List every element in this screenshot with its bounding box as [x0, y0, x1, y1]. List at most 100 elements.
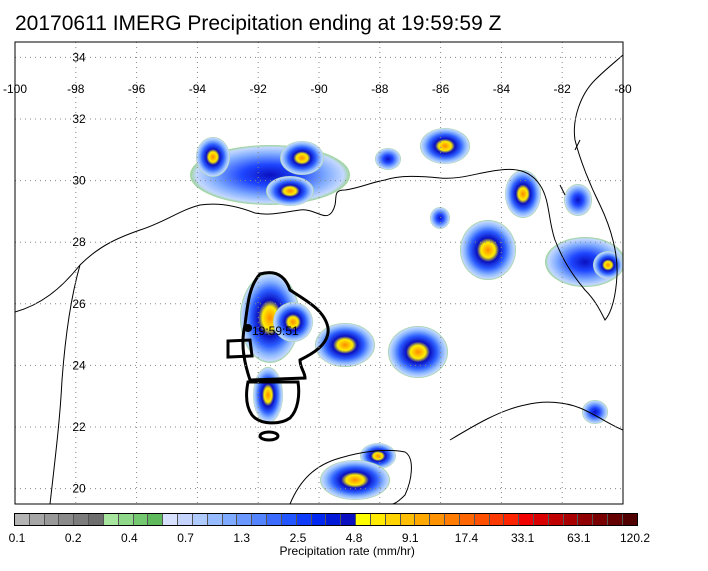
storm-time-label: 19:59:51	[252, 324, 299, 338]
coastline	[15, 54, 623, 504]
colorbar-tick-label: 2.5	[289, 531, 307, 545]
colorbar-swatch	[563, 514, 579, 525]
precip-cell	[280, 141, 324, 175]
colorbar-tick-label: 0.4	[121, 531, 138, 545]
colorbar-swatch	[415, 514, 431, 525]
colorbar-swatch	[74, 514, 90, 525]
colorbar-swatch	[222, 514, 238, 525]
precip-cell	[253, 367, 283, 423]
precip-cell	[266, 176, 314, 206]
colorbar-swatch	[578, 514, 594, 525]
precip-cell	[320, 460, 390, 500]
precip-cell	[375, 148, 401, 170]
storm-position-marker	[244, 324, 252, 332]
lat-tick-label: 22	[72, 420, 86, 434]
lon-tick-label: -88	[371, 82, 389, 96]
colorbar-swatch	[593, 514, 609, 525]
precip-cell	[388, 326, 448, 378]
lat-tick-label: 28	[72, 235, 86, 249]
colorbar-tick-label: 0.7	[177, 531, 194, 545]
map-content: 19:59:51	[15, 42, 623, 504]
colorbar-swatch	[207, 514, 223, 525]
lon-tick-label: -90	[310, 82, 328, 96]
colorbar-swatch	[15, 514, 30, 525]
colorbar-swatch	[504, 514, 520, 525]
precip-cell	[564, 184, 592, 216]
colorbar-swatch	[370, 514, 386, 525]
colorbar-swatch	[133, 514, 149, 525]
colorbar-tick-label: 33.1	[510, 531, 535, 545]
map-frame	[14, 41, 624, 505]
colorbar-swatch	[474, 514, 490, 525]
colorbar-swatch	[445, 514, 460, 525]
colorbar-swatch	[163, 514, 179, 525]
precip-cell	[460, 220, 516, 280]
colorbar-swatch	[178, 514, 193, 525]
colorbar-tick-label: 0.2	[64, 531, 82, 545]
colorbar-swatch	[192, 514, 208, 525]
colorbar	[14, 513, 638, 526]
lon-tick-label: -82	[554, 82, 572, 96]
lat-tick-label: 20	[72, 482, 86, 496]
colorbar-swatch	[459, 514, 475, 525]
colorbar-tick-label: 9.1	[401, 531, 419, 545]
precip-cell	[593, 251, 623, 279]
map-title: 20170611 IMERG Precipitation ending at 1…	[15, 12, 502, 35]
colorbar-swatch	[59, 514, 75, 525]
colorbar-title: Precipitation rate (mm/hr)	[279, 544, 415, 558]
lat-tick-label: 26	[72, 297, 86, 311]
precip-cell	[505, 170, 541, 218]
colorbar-swatch	[608, 514, 623, 525]
colorbar-tick-label: 0.1	[8, 531, 26, 545]
lon-tick-label: -86	[432, 82, 450, 96]
lon-tick-label: -80	[614, 82, 632, 96]
colorbar-swatch	[385, 514, 401, 525]
lat-tick-label: 32	[72, 112, 86, 126]
colorbar-swatch	[622, 514, 637, 525]
lon-tick-label: -84	[493, 82, 511, 96]
colorbar-swatch	[296, 514, 312, 525]
colorbar-tick-label: 17.4	[454, 531, 479, 545]
precip-cell	[420, 128, 470, 164]
lon-tick-label: -94	[189, 82, 207, 96]
colorbar-swatch	[29, 514, 45, 525]
precip-cells	[190, 128, 623, 500]
longitude-tick-labels: -100 -98 -96 -94 -92 -90 -88 -86 -84 -82 -80	[3, 82, 632, 96]
colorbar-swatch	[519, 514, 534, 525]
precip-cell	[582, 400, 608, 424]
colorbar-swatch	[118, 514, 134, 525]
colorbar-swatch	[400, 514, 416, 525]
precip-cell	[240, 273, 300, 363]
colorbar-tick-label: 63.1	[567, 531, 591, 545]
colorbar-swatch	[430, 514, 446, 525]
precip-cell	[196, 137, 230, 177]
colorbar-tick-label: 4.8	[345, 531, 363, 545]
grid-lines	[15, 42, 623, 504]
colorbar-swatch	[311, 514, 327, 525]
colorbar-swatch	[103, 514, 119, 525]
precip-cell	[430, 207, 450, 229]
lat-tick-label: 34	[72, 50, 86, 64]
colorbar-tick-label: 120.2	[619, 531, 651, 545]
storm-contours	[226, 271, 330, 442]
latitude-tick-labels: 34 32 30 28 26 24 22 20	[72, 50, 86, 495]
colorbar-swatch	[356, 514, 371, 525]
colorbar-swatch	[252, 514, 268, 525]
colorbar-swatch	[44, 514, 60, 525]
colorbar-swatch	[533, 514, 549, 525]
colorbar-swatch	[89, 514, 104, 525]
precip-cell	[273, 302, 313, 342]
lat-tick-label: 24	[72, 358, 86, 372]
lon-tick-label: -96	[128, 82, 146, 96]
lon-tick-label: -100	[3, 82, 27, 96]
colorbar-tick-label: 1.3	[233, 531, 251, 545]
colorbar-swatch	[281, 514, 297, 525]
lat-tick-label: 30	[72, 174, 86, 188]
colorbar-swatch	[267, 514, 282, 525]
lon-tick-label: -92	[250, 82, 268, 96]
colorbar-swatch	[237, 514, 253, 525]
colorbar-swatch	[489, 514, 505, 525]
lon-tick-label: -98	[67, 82, 85, 96]
colorbar-swatch	[326, 514, 342, 525]
